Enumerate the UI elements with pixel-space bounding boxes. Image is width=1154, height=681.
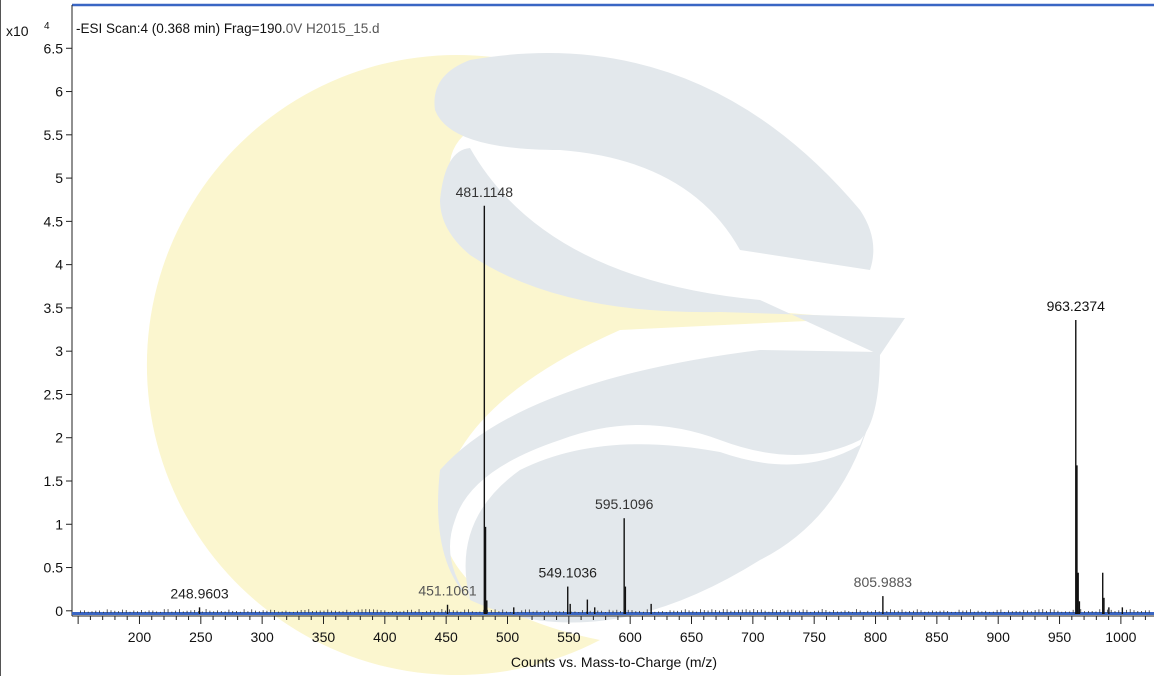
x-tick-label: 650	[680, 629, 704, 645]
x-tick-label: 200	[128, 629, 152, 645]
baseline-band	[72, 612, 1154, 615]
y-axis-ticks: 0 0.5 1 1.5 2 2.5 3 3.5 4 4.5 5 5.5 6 6.5	[44, 40, 72, 619]
x-tick-label: 750	[803, 629, 827, 645]
y-tick-label: 0.5	[44, 560, 64, 576]
y-exponent-base: x10	[6, 23, 29, 39]
x-tick-label: 800	[864, 629, 888, 645]
y-tick-label: 3	[55, 343, 63, 359]
x-tick-label: 900	[987, 629, 1011, 645]
peak-labels: 248.9603 451.1061 481.1148 549.1036 595.1096…	[170, 184, 1105, 602]
y-tick-label: 1	[55, 516, 63, 532]
x-tick-label: 700	[741, 629, 765, 645]
peak-label: 595.1096	[595, 496, 654, 512]
y-tick-label: 2.5	[44, 386, 64, 402]
x-tick-label: 550	[557, 629, 581, 645]
y-tick-label: 0	[55, 603, 63, 619]
x-tick-label: 950	[1048, 629, 1072, 645]
y-tick-label: 1.5	[44, 473, 64, 489]
y-tick-label: 3.5	[44, 300, 64, 316]
x-tick-label: 350	[312, 629, 336, 645]
x-tick-label: 1000	[1105, 629, 1136, 645]
x-tick-label: 850	[925, 629, 949, 645]
logo-watermark	[146, 53, 905, 675]
scan-info-text: -ESI Scan:4 (0.368 min) Frag=190.0V H201…	[76, 21, 380, 36]
peak-label: 481.1148	[456, 184, 514, 200]
x-tick-label: 250	[189, 629, 213, 645]
y-tick-label: 6.5	[44, 40, 64, 56]
x-axis-ticks: 200 250 300 350 400 450 500 550 600 650 700 750 800 8…	[77, 616, 1146, 645]
y-tick-label: 2	[55, 430, 63, 446]
peak-sticks	[198, 205, 1124, 614]
baseline-noise	[80, 609, 1150, 613]
peak-label: 248.9603	[170, 585, 229, 601]
peak-label: 963.2374	[1047, 298, 1106, 314]
y-tick-label: 4.5	[44, 213, 64, 229]
x-tick-label: 500	[496, 629, 520, 645]
scan-info-tail: 0V H2015_15.d	[286, 21, 380, 36]
x-tick-label: 400	[373, 629, 397, 645]
x-axis-label: Counts vs. Mass-to-Charge (m/z)	[511, 654, 717, 670]
y-tick-label: 5.5	[44, 127, 64, 143]
x-tick-label: 300	[250, 629, 274, 645]
y-exponent-power: 4	[44, 21, 50, 32]
y-tick-label: 4	[55, 257, 63, 273]
y-tick-label: 6	[55, 84, 63, 100]
scan-info-main: -ESI Scan:4 (0.368 min) Frag=190.	[76, 21, 286, 36]
peak-label: 451.1061	[418, 583, 477, 599]
x-tick-label: 600	[618, 629, 642, 645]
peak-label: 805.9883	[854, 574, 913, 590]
peak-label: 549.1036	[539, 565, 598, 581]
x-tick-label: 450	[434, 629, 458, 645]
y-tick-label: 5	[55, 170, 63, 186]
